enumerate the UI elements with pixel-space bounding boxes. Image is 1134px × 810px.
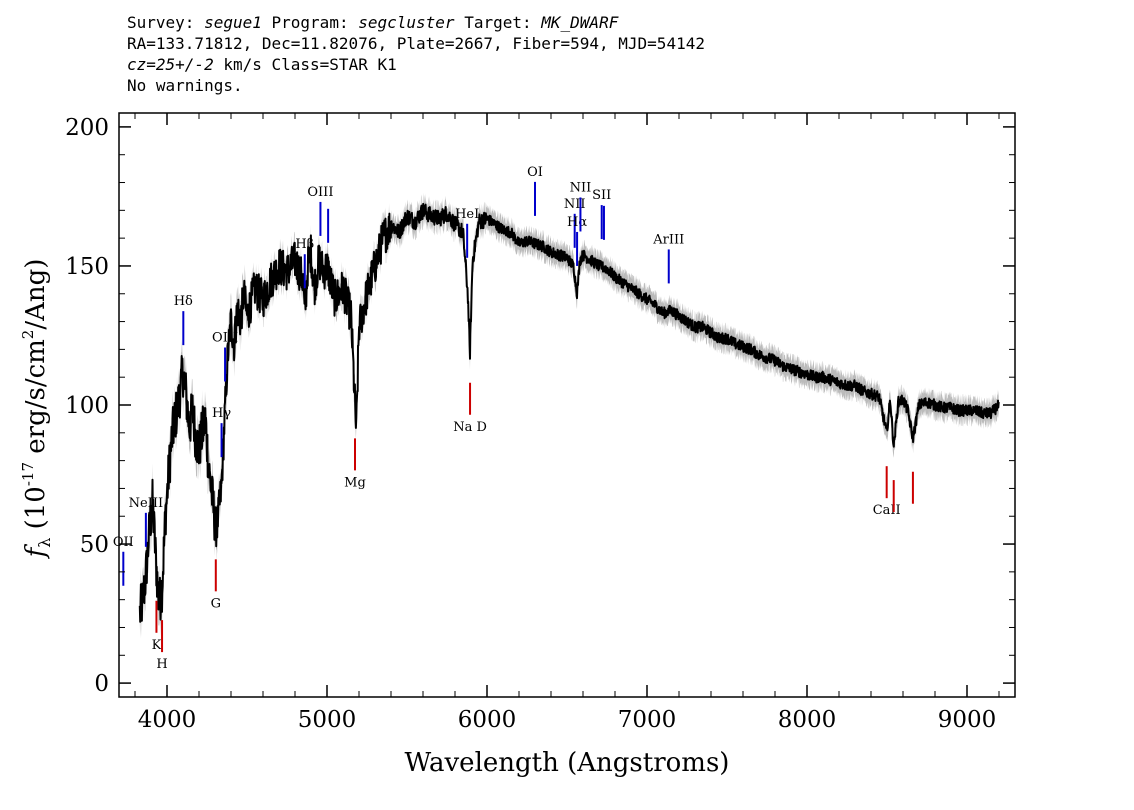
emission-line-label: SII — [592, 188, 611, 203]
x-tick-label: 5000 — [298, 707, 357, 733]
emission-line-label: OIII — [307, 185, 333, 200]
program-value: segcluster — [358, 13, 455, 32]
emission-line-label: OI — [527, 165, 543, 180]
absorption-line-label: H — [156, 657, 167, 672]
emission-line-label: Hα — [567, 215, 587, 230]
spectrum-line — [138, 202, 1000, 623]
absorption-line-label: K — [152, 638, 162, 653]
survey-value: segue1 — [204, 13, 262, 32]
target-value: MK_DWARF — [541, 13, 619, 32]
emission-line-label: Hβ — [295, 237, 314, 252]
emission-line-label: NeIII — [129, 496, 163, 511]
absorption-line-label: Mg — [344, 475, 366, 490]
y-axis-title: fλ (10-17 erg/s/cm2/Ang) — [19, 259, 54, 560]
program-label: Program: — [271, 13, 349, 32]
emission-line-label: ArIII — [652, 232, 684, 247]
header-line-survey: Survey: segue1 Program: segcluster Targe… — [127, 12, 705, 33]
absorption-line-label: G — [211, 596, 221, 611]
redshift-value: cz=25+/-2 — [127, 55, 214, 74]
emission-line-label: OII — [113, 535, 134, 550]
header-line-redshift: cz=25+/-2 km/s Class=STAR K1 — [127, 54, 705, 75]
x-tick-label: 8000 — [778, 707, 837, 733]
emission-line-label: NII — [564, 197, 586, 212]
x-tick-label: 4000 — [138, 707, 197, 733]
target-label: Target: — [464, 13, 532, 32]
y-tick-label: 150 — [65, 254, 109, 280]
emission-line-label: HeI — [455, 207, 479, 222]
y-tick-label: 100 — [65, 393, 109, 419]
emission-line-label: OIII — [212, 331, 238, 346]
absorption-line-label: Na D — [453, 420, 487, 435]
absorption-line-label: CaII — [873, 503, 901, 518]
survey-label: Survey: — [127, 13, 195, 32]
x-tick-label: 9000 — [938, 707, 997, 733]
emission-line-label: Hδ — [174, 294, 193, 309]
y-tick-label: 50 — [80, 532, 109, 558]
emission-line-label: Hγ — [212, 406, 231, 421]
header-line-warnings: No warnings. — [127, 76, 243, 95]
header-line-coordinates: RA=133.71812, Dec=11.82076, Plate=2667, … — [127, 34, 705, 53]
x-tick-label: 7000 — [618, 707, 677, 733]
y-tick-label: 0 — [94, 671, 109, 697]
y-tick-label: 200 — [65, 115, 109, 141]
x-tick-label: 6000 — [458, 707, 517, 733]
svg-text:fλ (10-17 erg/s/cm2/Ang): fλ (10-17 erg/s/cm2/Ang) — [19, 259, 54, 560]
class-value: km/s Class=STAR K1 — [213, 55, 397, 74]
x-axis-title: Wavelength (Angstroms) — [405, 748, 730, 778]
emission-line-label: NII — [570, 180, 592, 195]
spectrum-header: Survey: segue1 Program: segcluster Targe… — [127, 12, 705, 96]
